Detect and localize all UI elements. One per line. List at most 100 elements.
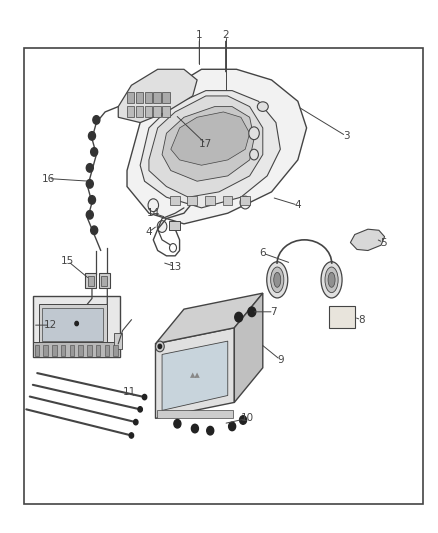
Polygon shape <box>127 69 307 224</box>
Bar <box>101 276 107 286</box>
Bar <box>328 306 355 328</box>
Bar <box>85 273 96 288</box>
Text: 13: 13 <box>169 262 182 271</box>
Circle shape <box>86 211 93 219</box>
Circle shape <box>148 199 159 212</box>
Polygon shape <box>118 69 197 123</box>
Text: 14: 14 <box>147 208 160 218</box>
Circle shape <box>86 164 93 172</box>
Text: 2: 2 <box>222 30 229 39</box>
Text: 10: 10 <box>241 414 254 423</box>
Polygon shape <box>155 293 263 344</box>
Ellipse shape <box>321 262 342 298</box>
Circle shape <box>155 341 164 352</box>
Text: 4: 4 <box>145 227 152 237</box>
Bar <box>162 106 170 117</box>
Circle shape <box>157 221 167 232</box>
Bar <box>223 196 232 205</box>
Bar <box>136 92 143 103</box>
Bar <box>114 333 122 349</box>
Bar <box>61 345 65 356</box>
Bar <box>88 276 94 286</box>
Bar <box>205 196 215 205</box>
Bar <box>43 345 48 356</box>
Circle shape <box>191 424 198 433</box>
Bar <box>127 92 134 103</box>
Circle shape <box>235 312 243 322</box>
Bar <box>162 92 170 103</box>
Bar <box>70 345 74 356</box>
Bar <box>78 345 83 356</box>
Circle shape <box>174 419 181 428</box>
Circle shape <box>88 196 95 204</box>
Polygon shape <box>350 229 385 251</box>
Bar <box>52 345 57 356</box>
Text: ▲▲: ▲▲ <box>190 372 200 378</box>
Polygon shape <box>149 96 263 197</box>
Circle shape <box>249 127 259 140</box>
Circle shape <box>134 419 138 425</box>
Polygon shape <box>162 341 228 410</box>
Polygon shape <box>155 328 234 418</box>
Circle shape <box>158 344 162 349</box>
Text: 3: 3 <box>343 131 350 141</box>
Bar <box>145 92 152 103</box>
Bar <box>127 106 134 117</box>
Bar <box>39 304 107 344</box>
Text: 11: 11 <box>123 387 136 397</box>
Ellipse shape <box>274 272 281 287</box>
Text: 15: 15 <box>61 256 74 266</box>
Bar <box>33 296 120 357</box>
Polygon shape <box>171 112 250 165</box>
Circle shape <box>93 116 100 124</box>
Bar <box>113 345 118 356</box>
Bar <box>87 345 92 356</box>
Bar <box>105 345 109 356</box>
Bar <box>33 342 120 357</box>
Polygon shape <box>234 293 263 402</box>
Circle shape <box>75 321 78 326</box>
Circle shape <box>207 426 214 435</box>
Ellipse shape <box>267 262 288 298</box>
Text: 5: 5 <box>380 238 387 247</box>
Circle shape <box>142 394 147 400</box>
Text: 9: 9 <box>277 355 284 365</box>
Bar <box>157 410 233 418</box>
Bar <box>24 48 423 504</box>
Ellipse shape <box>328 272 335 287</box>
Bar <box>153 92 161 103</box>
Polygon shape <box>140 91 280 208</box>
Text: 8: 8 <box>358 315 365 325</box>
Bar <box>99 273 110 288</box>
Circle shape <box>129 433 134 438</box>
Bar <box>96 345 100 356</box>
Bar <box>145 106 152 117</box>
Bar <box>42 308 103 341</box>
Circle shape <box>229 422 236 431</box>
Circle shape <box>138 407 142 412</box>
Text: 12: 12 <box>44 320 57 330</box>
Bar <box>170 196 180 205</box>
Ellipse shape <box>325 267 338 293</box>
Bar <box>136 106 143 117</box>
Circle shape <box>86 180 93 188</box>
Text: 4: 4 <box>294 200 301 210</box>
Bar <box>35 345 39 356</box>
Bar <box>169 221 180 230</box>
Text: 7: 7 <box>270 307 277 317</box>
Circle shape <box>91 148 98 156</box>
Circle shape <box>88 132 95 140</box>
Bar <box>187 196 197 205</box>
Text: 6: 6 <box>259 248 266 258</box>
Bar <box>240 196 250 205</box>
Ellipse shape <box>271 267 284 293</box>
Circle shape <box>170 244 177 252</box>
Circle shape <box>240 196 251 209</box>
Circle shape <box>91 226 98 235</box>
Circle shape <box>240 416 247 424</box>
Polygon shape <box>162 107 254 181</box>
Text: 16: 16 <box>42 174 55 183</box>
Circle shape <box>250 149 258 160</box>
Text: 1: 1 <box>196 30 203 39</box>
Circle shape <box>248 307 256 317</box>
